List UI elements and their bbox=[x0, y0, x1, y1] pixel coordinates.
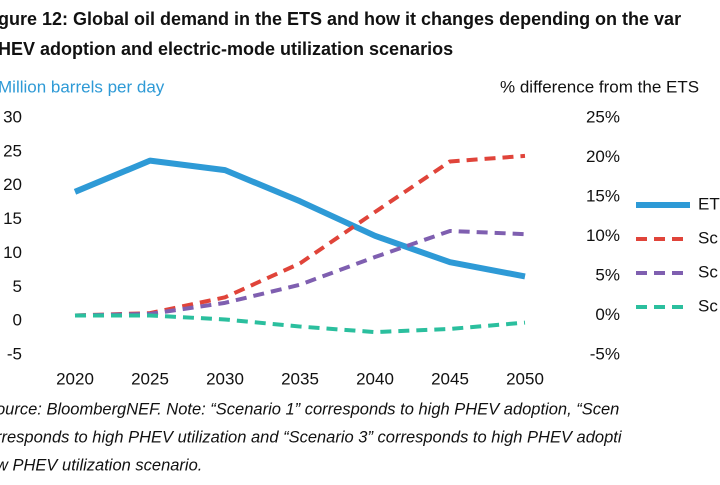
y2-axis-label: % difference from the ETS bbox=[500, 77, 699, 96]
y-tick-label: 10 bbox=[3, 243, 22, 262]
y-tick-label: -5 bbox=[7, 344, 22, 363]
legend-label: ET bbox=[698, 194, 720, 213]
y2-tick-label: 15% bbox=[586, 186, 620, 205]
source-note: rresponds to high PHEV utilization and “… bbox=[0, 428, 623, 446]
x-tick-label: 2050 bbox=[506, 369, 544, 388]
y-tick-label: 0 bbox=[13, 311, 22, 330]
legend-label: Sc bbox=[698, 228, 718, 247]
y2-tick-label: 0% bbox=[595, 305, 620, 324]
y2-tick-label: 5% bbox=[595, 265, 620, 284]
x-tick-label: 2035 bbox=[281, 369, 319, 388]
y-tick-label: 5 bbox=[13, 277, 22, 296]
x-tick-label: 2025 bbox=[131, 369, 169, 388]
legend-label: Sc bbox=[698, 296, 718, 315]
y2-tick-label: -5% bbox=[590, 344, 620, 363]
chart-subtitle: HEV adoption and electric-mode utilizati… bbox=[0, 39, 453, 59]
x-tick-label: 2040 bbox=[356, 369, 394, 388]
y2-tick-label: 25% bbox=[586, 107, 620, 126]
x-tick-label: 2030 bbox=[206, 369, 244, 388]
y-tick-label: 25 bbox=[3, 141, 22, 160]
y2-tick-label: 10% bbox=[586, 226, 620, 245]
legend-label: Sc bbox=[698, 262, 718, 281]
x-tick-label: 2045 bbox=[431, 369, 469, 388]
x-tick-label: 2020 bbox=[56, 369, 94, 388]
source-note: w PHEV utilization scenario. bbox=[0, 456, 202, 474]
y-tick-label: 20 bbox=[3, 175, 22, 194]
y2-tick-label: 20% bbox=[586, 147, 620, 166]
series-line bbox=[73, 157, 526, 280]
series-line bbox=[75, 313, 526, 335]
y-axis-label: Million barrels per day bbox=[0, 77, 165, 96]
source-note: ource: BloombergNEF. Note: “Scenario 1” … bbox=[0, 400, 619, 418]
y-tick-label: 15 bbox=[3, 209, 22, 228]
chart-title: gure 12: Global oil demand in the ETS an… bbox=[0, 9, 681, 29]
y-tick-label: 30 bbox=[3, 107, 22, 126]
